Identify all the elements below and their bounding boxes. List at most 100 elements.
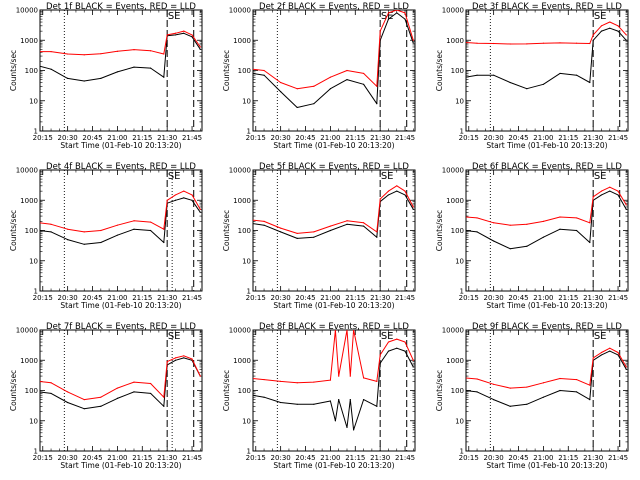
data-point-lld <box>542 42 545 44</box>
data-point-events <box>600 30 603 32</box>
data-point-events <box>412 208 414 210</box>
data-point-events <box>466 76 467 78</box>
data-point-lld <box>625 34 627 36</box>
chart-title: Det 6f BLACK = Events, RED = LLD <box>472 162 622 172</box>
y-tick-label: 10 <box>455 257 464 265</box>
data-point-lld <box>40 222 41 224</box>
data-point-lld <box>476 378 478 380</box>
data-point-lld <box>280 227 282 229</box>
data-point-lld <box>362 72 365 75</box>
se-marker-label: SE <box>381 331 394 342</box>
data-point-lld <box>466 216 467 218</box>
data-point-lld <box>346 220 348 222</box>
x-axis-label: Start Time (01-Feb-10 20:13:20) <box>273 461 394 470</box>
chart-title: Det 7f BLACK = Events, RED = LLD <box>46 322 196 332</box>
data-point-lld <box>592 34 594 36</box>
y-axis-label: Counts/sec <box>435 370 444 411</box>
y-axis-label: Counts/sec <box>435 210 444 251</box>
series-line-events <box>40 357 201 410</box>
data-point-lld <box>609 21 611 23</box>
data-point-events <box>625 368 627 370</box>
data-point-events <box>575 229 578 232</box>
x-tick-label: 20:30 <box>271 134 291 142</box>
y-tick-label: 10000 <box>442 327 464 335</box>
data-point-events <box>174 34 177 36</box>
y-tick-label: 10000 <box>442 167 464 175</box>
data-point-events <box>263 74 265 76</box>
panel-det-1: Det 1f BLACK = Events, RED = LLD 1 10 100 10… <box>9 2 203 150</box>
x-tick-label: 21:45 <box>395 134 415 142</box>
se-marker-label: SE <box>594 331 607 342</box>
data-point-lld <box>617 190 619 192</box>
x-tick-label: 20:30 <box>484 454 504 462</box>
series-group <box>40 30 201 82</box>
data-point-lld <box>280 81 282 84</box>
x-tick-label: 20:15 <box>459 454 479 462</box>
data-point-events <box>404 18 406 20</box>
x-tick-label: 21:30 <box>583 454 603 462</box>
se-marker-label: SE <box>381 171 394 182</box>
data-point-lld <box>509 224 511 226</box>
panel-det-6: Det 6f BLACK = Events, RED = LLD 1 10 100 10… <box>435 162 629 310</box>
x-tick-label: 20:30 <box>271 294 291 302</box>
x-axis-label: Start Time (01-Feb-10 20:13:20) <box>486 301 607 310</box>
data-point-events <box>100 77 102 79</box>
data-point-events <box>575 74 578 76</box>
x-tick-label: 21:15 <box>345 454 365 462</box>
se-marker-label: SE <box>168 331 181 342</box>
data-point-events <box>280 401 282 404</box>
data-point-events <box>133 228 135 230</box>
data-point-events <box>116 234 119 236</box>
data-point-events <box>40 230 41 231</box>
data-point-events <box>253 223 254 224</box>
series-line-lld <box>466 347 627 389</box>
y-tick-label: 100 <box>25 387 38 395</box>
data-point-lld <box>526 43 528 45</box>
x-tick-label: 21:15 <box>558 134 578 142</box>
data-point-lld <box>493 222 495 224</box>
y-tick-label: 1 <box>247 128 251 136</box>
data-point-events <box>617 194 619 196</box>
y-tick-label: 10000 <box>16 327 38 335</box>
data-point-lld <box>163 53 165 55</box>
data-point-events <box>100 405 102 407</box>
data-point-lld <box>166 199 168 201</box>
data-point-events <box>40 391 41 393</box>
data-point-events <box>296 237 298 239</box>
series-line-lld <box>40 30 201 56</box>
x-tick-label: 21:30 <box>157 454 177 462</box>
data-point-lld <box>346 330 348 331</box>
y-tick-label: 100 <box>238 387 251 395</box>
data-point-events <box>404 194 406 196</box>
x-tick-label: 21:30 <box>583 294 603 302</box>
series-group <box>466 21 627 90</box>
x-axis-label: Start Time (01-Feb-10 20:13:20) <box>60 461 181 470</box>
data-point-events <box>346 223 348 225</box>
data-point-events <box>83 243 85 245</box>
y-tick-label: 100 <box>451 67 464 75</box>
data-point-lld <box>116 50 119 52</box>
data-point-lld <box>163 228 165 230</box>
data-point-lld <box>280 380 282 382</box>
y-tick-label: 1 <box>460 128 464 136</box>
data-point-events <box>296 403 298 405</box>
y-tick-label: 10000 <box>229 167 251 175</box>
data-point-events <box>493 240 495 242</box>
data-point-lld <box>396 185 398 187</box>
x-tick-label: 20:30 <box>484 294 504 302</box>
data-point-lld <box>412 206 414 208</box>
data-point-lld <box>116 224 119 226</box>
series-group <box>253 185 414 239</box>
y-tick-label: 1 <box>34 128 38 136</box>
y-tick-label: 100 <box>25 67 38 75</box>
data-point-lld <box>376 85 378 87</box>
data-point-events <box>396 190 398 192</box>
x-tick-label: 20:45 <box>295 134 315 142</box>
data-point-events <box>575 391 578 393</box>
x-tick-label: 21:00 <box>320 134 340 142</box>
y-tick-label: 10 <box>29 97 38 105</box>
x-tick-label: 20:45 <box>508 294 528 302</box>
data-point-events <box>133 391 135 393</box>
data-point-events <box>542 236 545 238</box>
data-point-events <box>83 80 85 82</box>
